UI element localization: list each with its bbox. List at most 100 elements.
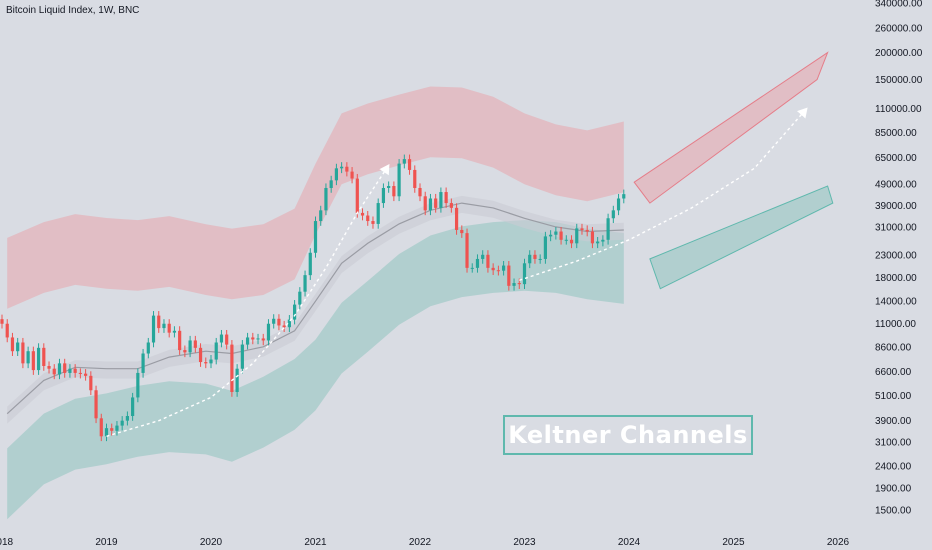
candle-body xyxy=(5,323,9,338)
x-tick-label: 2018 xyxy=(0,537,14,548)
candle-body xyxy=(381,187,386,204)
candle-body xyxy=(559,231,563,240)
candle-body xyxy=(402,159,406,164)
candle-body xyxy=(423,196,427,211)
candle-body xyxy=(413,169,417,188)
price-candles xyxy=(0,154,626,442)
candle-body xyxy=(554,231,558,235)
price-axis[interactable]: 340000.00 260000.00 200000.00 150000.00 1100… xyxy=(875,0,923,517)
candle-body xyxy=(146,342,150,354)
y-tick-label: 23000.00 xyxy=(875,250,917,261)
candle-body xyxy=(329,180,333,188)
candle-body xyxy=(188,340,192,353)
trend-arrow xyxy=(106,164,390,437)
y-tick-label: 1500.00 xyxy=(875,506,912,517)
keltner-upper-band xyxy=(7,86,624,309)
candle-body xyxy=(214,342,218,360)
candle-body xyxy=(26,351,30,364)
candle-body xyxy=(470,267,474,269)
x-tick-label: 2020 xyxy=(200,537,223,548)
candle-body xyxy=(533,254,537,259)
candle-body xyxy=(387,186,391,188)
candle-body xyxy=(308,252,312,276)
candle-body xyxy=(21,342,25,364)
candle-body xyxy=(78,372,82,374)
candle-body xyxy=(355,178,359,213)
y-tick-label: 340000.00 xyxy=(875,0,923,10)
candle-body xyxy=(162,323,166,329)
candle-body xyxy=(512,283,516,286)
candle-body xyxy=(449,203,453,208)
x-tick-label: 2025 xyxy=(722,537,745,548)
keltner-basis-line xyxy=(6,195,624,424)
candle-body xyxy=(324,187,328,211)
candle-body xyxy=(502,265,506,271)
candle-body xyxy=(616,198,621,211)
candle-body xyxy=(434,198,438,208)
projection-lower-box xyxy=(649,185,834,290)
candle-body xyxy=(57,363,62,375)
x-tick-label: 2026 xyxy=(827,537,850,548)
y-tick-label: 3900.00 xyxy=(875,416,912,427)
candle-body xyxy=(298,291,302,305)
candle-body xyxy=(345,166,349,172)
y-tick-label: 85000.00 xyxy=(875,128,917,139)
x-tick-label: 2024 xyxy=(618,537,641,548)
candle-body xyxy=(334,168,338,181)
candle-body xyxy=(428,198,433,211)
y-tick-label: 8600.00 xyxy=(875,342,912,353)
candle-body xyxy=(371,221,375,224)
chart-title: Bitcoin Liquid Index, 1W, BNC xyxy=(6,5,140,16)
candle-body xyxy=(522,263,527,285)
candle-body xyxy=(397,163,401,197)
y-tick-label: 18000.00 xyxy=(875,273,917,284)
candle-body xyxy=(235,368,239,393)
candle-body xyxy=(340,166,344,169)
candle-body xyxy=(517,283,521,285)
y-tick-label: 31000.00 xyxy=(875,222,917,233)
candle-body xyxy=(549,234,553,237)
y-tick-label: 5100.00 xyxy=(875,391,912,402)
y-tick-label: 6600.00 xyxy=(875,367,912,378)
candle-body xyxy=(167,323,171,333)
candle-body xyxy=(496,270,500,272)
candle-body xyxy=(84,373,88,376)
candle-body xyxy=(266,323,271,341)
y-tick-label: 39000.00 xyxy=(875,201,917,212)
candle-body xyxy=(611,210,615,219)
candle-body xyxy=(52,368,56,375)
candle-body xyxy=(16,342,20,352)
candle-body xyxy=(42,347,46,366)
candle-body xyxy=(204,362,208,364)
candle-body xyxy=(622,194,626,199)
candle-body xyxy=(131,397,135,417)
keltner-channels-label: Keltner Channels xyxy=(503,415,753,455)
candle-body xyxy=(125,416,129,421)
candle-body xyxy=(151,315,156,343)
candle-body xyxy=(120,420,124,426)
x-tick-label: 2021 xyxy=(304,537,327,548)
y-tick-label: 1900.00 xyxy=(875,483,912,494)
candle-body xyxy=(313,221,318,253)
candle-body xyxy=(439,192,443,208)
candle-body xyxy=(507,265,511,286)
candle-body xyxy=(543,236,547,259)
candle-body xyxy=(418,187,422,197)
basis-envelope xyxy=(7,195,624,424)
candle-body xyxy=(240,344,244,369)
candle-body xyxy=(31,351,35,371)
candle-body xyxy=(590,231,595,244)
time-axis[interactable]: 2018 2019 2020 2021 2022 2023 2024 2025 2026 xyxy=(0,537,850,548)
candle-body xyxy=(575,228,579,244)
candle-body xyxy=(596,241,600,244)
candle-body xyxy=(460,229,464,234)
x-tick-label: 2022 xyxy=(409,537,432,548)
candle-body xyxy=(350,171,354,179)
candle-body xyxy=(209,359,213,364)
candle-body xyxy=(68,368,72,373)
candle-body xyxy=(538,258,542,260)
candle-body xyxy=(481,254,485,259)
candle-body xyxy=(601,239,605,242)
y-tick-label: 65000.00 xyxy=(875,153,917,164)
